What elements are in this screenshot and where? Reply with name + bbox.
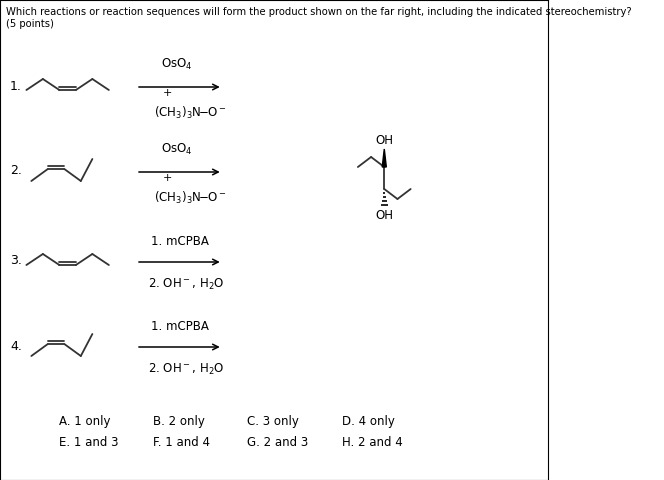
Text: 3.: 3. xyxy=(10,254,22,267)
Text: 4.: 4. xyxy=(10,339,22,352)
Text: OH: OH xyxy=(375,134,393,147)
Text: 2. OH$^-$, H$_2$O: 2. OH$^-$, H$_2$O xyxy=(147,362,224,377)
Text: OH: OH xyxy=(375,209,393,222)
Text: G. 2 and 3: G. 2 and 3 xyxy=(248,435,309,448)
Text: +: + xyxy=(163,88,172,98)
Text: 1. mCPBA: 1. mCPBA xyxy=(151,320,208,333)
Text: H. 2 and 4: H. 2 and 4 xyxy=(342,435,403,448)
Polygon shape xyxy=(382,149,386,167)
Text: A. 1 only: A. 1 only xyxy=(59,416,111,429)
Text: B. 2 only: B. 2 only xyxy=(153,416,205,429)
Text: Which reactions or reaction sequences will form the product shown on the far rig: Which reactions or reaction sequences wi… xyxy=(6,7,631,17)
Text: 1. mCPBA: 1. mCPBA xyxy=(151,235,208,248)
Text: OsO$_4$: OsO$_4$ xyxy=(161,142,193,157)
Text: (CH$_3$)$_3$N$\!\!-\!\!$O$^-$: (CH$_3$)$_3$N$\!\!-\!\!$O$^-$ xyxy=(154,190,226,206)
Text: 2. OH$^-$, H$_2$O: 2. OH$^-$, H$_2$O xyxy=(147,277,224,292)
Text: C. 3 only: C. 3 only xyxy=(248,416,299,429)
Text: F. 1 and 4: F. 1 and 4 xyxy=(153,435,210,448)
Text: 1.: 1. xyxy=(10,80,22,93)
Text: (CH$_3$)$_3$N$\!\!-\!\!$O$^-$: (CH$_3$)$_3$N$\!\!-\!\!$O$^-$ xyxy=(154,105,226,121)
Text: (5 points): (5 points) xyxy=(6,19,54,29)
Text: E. 1 and 3: E. 1 and 3 xyxy=(59,435,119,448)
Text: D. 4 only: D. 4 only xyxy=(342,416,395,429)
Text: OsO$_4$: OsO$_4$ xyxy=(161,57,193,72)
Text: 2.: 2. xyxy=(10,165,22,178)
Text: +: + xyxy=(163,173,172,183)
